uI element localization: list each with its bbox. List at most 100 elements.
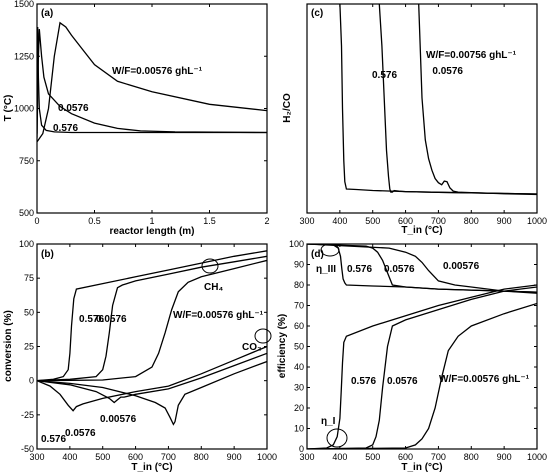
- panel-d-annotation-eff3-0.0576: 0.0576: [384, 264, 415, 275]
- panel-d-annotation-eff3-0.00576: 0.00576: [443, 261, 480, 272]
- panel-d-x-tick-label-1: 400: [332, 452, 347, 462]
- panel-c-y-axis-label: H₂/CO: [282, 93, 293, 123]
- panel-c-h2-co-ratio: 300 400 500 600 700 800 900 1000 (c) T_in (°C) …: [282, 3, 547, 236]
- panel-b-y-tick-label-3: 25: [24, 342, 34, 352]
- panel-d-series-1: [307, 244, 537, 293]
- panel-b-x-tick-label-6: 900: [227, 452, 242, 462]
- panel-d-eta3-marker-circle: [320, 243, 340, 257]
- panel-b-x-tick-label-1: 400: [62, 452, 77, 462]
- panel-b-y-axis-label: conversion (%): [3, 310, 14, 382]
- panel-c-series-2: [378, 4, 537, 195]
- panel-d-x-tick-label-5: 800: [464, 452, 479, 462]
- panel-b-y-tick-label-2: 0: [29, 376, 34, 386]
- panel-a-x-tick-label-2: 1: [149, 216, 154, 226]
- panel-b-annotation-co2-0.00576: 0.00576: [100, 414, 137, 425]
- panel-b-x-tick-label-3: 600: [128, 452, 143, 462]
- panel-c-x-tick-label-2: 500: [365, 216, 380, 226]
- panel-a-annotation-0.0576: 0.0576: [58, 103, 89, 114]
- panel-d-annotation-eff3-0.576: 0.576: [347, 264, 372, 275]
- panel-a-label: (a): [41, 8, 53, 19]
- panel-c-x-tick-label-0: 300: [299, 216, 314, 226]
- panel-d-y-tick-label-10: 100: [289, 239, 304, 249]
- panel-b-x-tick-label-5: 800: [194, 452, 209, 462]
- panel-c-annotation-0.576: 0.576: [372, 70, 397, 81]
- panel-c-annotation-wf: W/F=0.00756 ghL⁻¹: [426, 50, 517, 61]
- panel-c-x-tick-label-3: 600: [398, 216, 413, 226]
- panel-d-x-tick-label-3: 600: [398, 452, 413, 462]
- panel-b-y-tick-label-0: -50: [21, 444, 34, 454]
- panel-a-annotation-wf: W/F=0.00576 ghL⁻¹: [112, 66, 203, 77]
- panel-c-label: (c): [311, 8, 323, 19]
- panel-d-annotation-eff1-0.0576: 0.0576: [387, 376, 418, 387]
- panel-a-x-tick-label-1: 0.5: [88, 216, 101, 226]
- panel-c-frame: [306, 3, 538, 214]
- panel-b-co2-marker-circle: [254, 328, 272, 344]
- panel-c-annotation-0.0576: 0.0576: [432, 66, 463, 77]
- panel-a-y-tick-label-0: 500: [19, 208, 34, 218]
- panel-b-series-3: [37, 259, 267, 382]
- panel-b-frame: [36, 243, 268, 450]
- panel-b-series-2: [37, 255, 267, 382]
- panel-b-annotation-co2-0.576: 0.576: [41, 434, 66, 445]
- panel-d-y-tick-label-3: 30: [294, 383, 304, 393]
- panel-d-y-tick-label-1: 10: [294, 424, 304, 434]
- panel-a-x-tick-label-0: 0: [34, 216, 39, 226]
- panel-d-y-tick-label-4: 40: [294, 362, 304, 372]
- panel-d-annotation-wf: W/F=0.00576 ghL⁻¹: [439, 374, 530, 385]
- panel-b-annotation-wf: W/F=0.00576 ghL⁻¹: [173, 310, 264, 321]
- panel-d-y-tick-label-5: 50: [294, 342, 304, 352]
- panel-b-y-tick-label-5: 75: [24, 273, 34, 283]
- panel-c-x-tick-label-5: 800: [464, 216, 479, 226]
- panel-d-frame: [306, 243, 538, 450]
- panel-c-x-axis-label: T_in (°C): [401, 225, 442, 236]
- panel-c-x-tick-label-7: 1000: [527, 216, 547, 226]
- panel-a-series-2: [37, 29, 267, 138]
- panel-b-y-tick-label-1: -25: [21, 410, 34, 420]
- panel-c-x-tick-label-6: 900: [497, 216, 512, 226]
- panel-d-series-6: [307, 302, 537, 449]
- panel-c-x-tick-label-1: 400: [332, 216, 347, 226]
- panel-d-annotation-eff1-0.576: 0.576: [351, 376, 376, 387]
- panel-d-y-tick-label-9: 90: [294, 260, 304, 270]
- panel-d-y-tick-label-8: 80: [294, 280, 304, 290]
- panel-d-x-tick-label-4: 700: [431, 452, 446, 462]
- panel-d-y-tick-label-0: 0: [299, 444, 304, 454]
- panel-a-y-axis-label: T (°C): [3, 95, 14, 122]
- panel-c-x-tick-label-4: 700: [431, 216, 446, 226]
- panel-b-annotation-ch4-0.0576: 0.0576: [96, 314, 127, 325]
- panel-c-series-3: [418, 4, 537, 196]
- panel-b-annotation-ch4-0.576: 0.576: [79, 314, 104, 325]
- panel-b-series-5: [37, 352, 267, 404]
- panel-b-conversion: 300 400 500 600 700 800 900 1000 -50 -25 0 25 50 75 10…: [3, 239, 277, 473]
- panel-d-x-tick-label-0: 300: [299, 452, 314, 462]
- panel-b-series-1: [37, 250, 267, 382]
- panel-d-y-tick-label-7: 70: [294, 301, 304, 311]
- panel-d-annotation-eta3: η_III: [316, 264, 336, 275]
- panel-a-y-tick-label-2: 1000: [14, 104, 34, 114]
- panel-b-y-tick-label-6: 100: [19, 239, 34, 249]
- panel-a-x-axis-label: reactor length (m): [109, 226, 194, 237]
- panel-b-ch4-marker-circle: [201, 258, 219, 274]
- panel-c-x-axis-label-text: T_in (°C): [401, 225, 442, 236]
- panel-b-x-tick-label-4: 700: [161, 452, 176, 462]
- panel-a-x-tick-label-4: 2: [264, 216, 269, 226]
- panel-b-x-tick-label-2: 500: [95, 452, 110, 462]
- panel-c-series-1: [339, 4, 537, 195]
- panel-d-series-4: [307, 284, 537, 449]
- panel-d-series-5: [307, 286, 537, 449]
- panel-a-annotation-0.576: 0.576: [53, 123, 78, 134]
- panel-b-series-4: [37, 345, 267, 412]
- panel-d-x-tick-label-7: 1000: [527, 452, 547, 462]
- panel-d-efficiency: 300 400 500 600 700 800 900 1000 0 10 20 30 40 50 60 70…: [277, 239, 547, 473]
- panel-b-x-tick-label-0: 300: [29, 452, 44, 462]
- panel-b-y-tick-label-4: 50: [24, 307, 34, 317]
- panel-b-annotation-co2: CO₂: [242, 342, 261, 353]
- panel-d-x-tick-label-2: 500: [365, 452, 380, 462]
- panel-d-y-tick-label-6: 60: [294, 321, 304, 331]
- panel-a-y-tick-label-4: 1500: [14, 0, 34, 9]
- panel-a-temperature-profile: 0 0.5 1 1.5 2 500 750 1000 1250 1500 (a) reactor …: [3, 0, 270, 237]
- panel-a-y-tick-label-1: 750: [19, 156, 34, 166]
- panel-d-label: (d): [311, 249, 324, 260]
- panel-d-y-tick-label-2: 20: [294, 403, 304, 413]
